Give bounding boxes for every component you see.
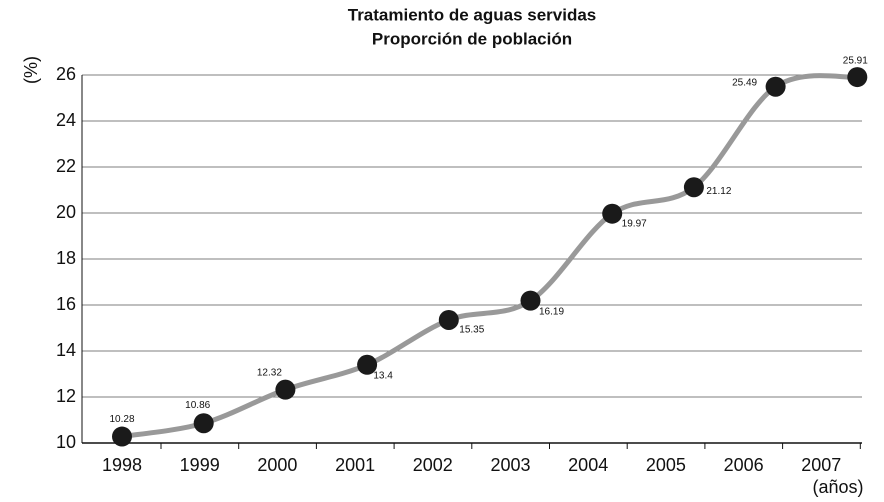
x-tick-label: 2001 <box>335 455 375 475</box>
y-tick-label: 12 <box>56 386 76 406</box>
marker <box>520 290 541 311</box>
x-tick-label: 2007 <box>801 455 841 475</box>
data-label: 12.32 <box>257 367 282 378</box>
x-axis-label: (años) <box>812 477 863 497</box>
chart-title: Tratamiento de aguas servidas <box>348 5 597 24</box>
marker <box>602 203 623 224</box>
x-tick-label: 1998 <box>102 455 142 475</box>
x-tick-label: 2000 <box>257 455 297 475</box>
y-axis-label: (%) <box>21 56 41 84</box>
data-label: 16.19 <box>539 306 564 317</box>
marker <box>765 76 786 97</box>
y-tick-label: 22 <box>56 156 76 176</box>
y-tick-label: 26 <box>56 64 76 84</box>
y-tick-label: 10 <box>56 432 76 452</box>
y-tick-label: 18 <box>56 248 76 268</box>
data-label: 15.35 <box>459 325 484 336</box>
marker <box>683 177 704 198</box>
marker <box>112 426 132 447</box>
data-label: 13.4 <box>373 370 393 381</box>
marker <box>193 413 214 434</box>
marker <box>275 379 296 400</box>
x-tick-label: 2006 <box>724 455 764 475</box>
x-tick-label: 2005 <box>646 455 686 475</box>
marker <box>438 309 459 330</box>
data-label: 10.86 <box>185 400 210 411</box>
y-tick-label: 16 <box>56 294 76 314</box>
x-tick-label: 2003 <box>490 455 530 475</box>
x-tick-label: 2004 <box>568 455 608 475</box>
data-label: 19.97 <box>622 218 647 229</box>
x-tick-label: 1999 <box>180 455 220 475</box>
chart-subtitle: Proporción de población <box>372 29 572 48</box>
y-tick-label: 24 <box>56 110 76 130</box>
x-tick-label: 2002 <box>413 455 453 475</box>
data-label: 10.28 <box>109 414 134 425</box>
y-tick-label: 20 <box>56 202 76 222</box>
data-label: 25.91 <box>843 56 868 67</box>
data-label: 21.12 <box>706 186 731 197</box>
y-tick-label: 14 <box>56 340 76 360</box>
data-label: 25.49 <box>732 77 757 88</box>
marker <box>357 354 378 375</box>
line <box>119 73 860 440</box>
marker <box>847 67 868 88</box>
